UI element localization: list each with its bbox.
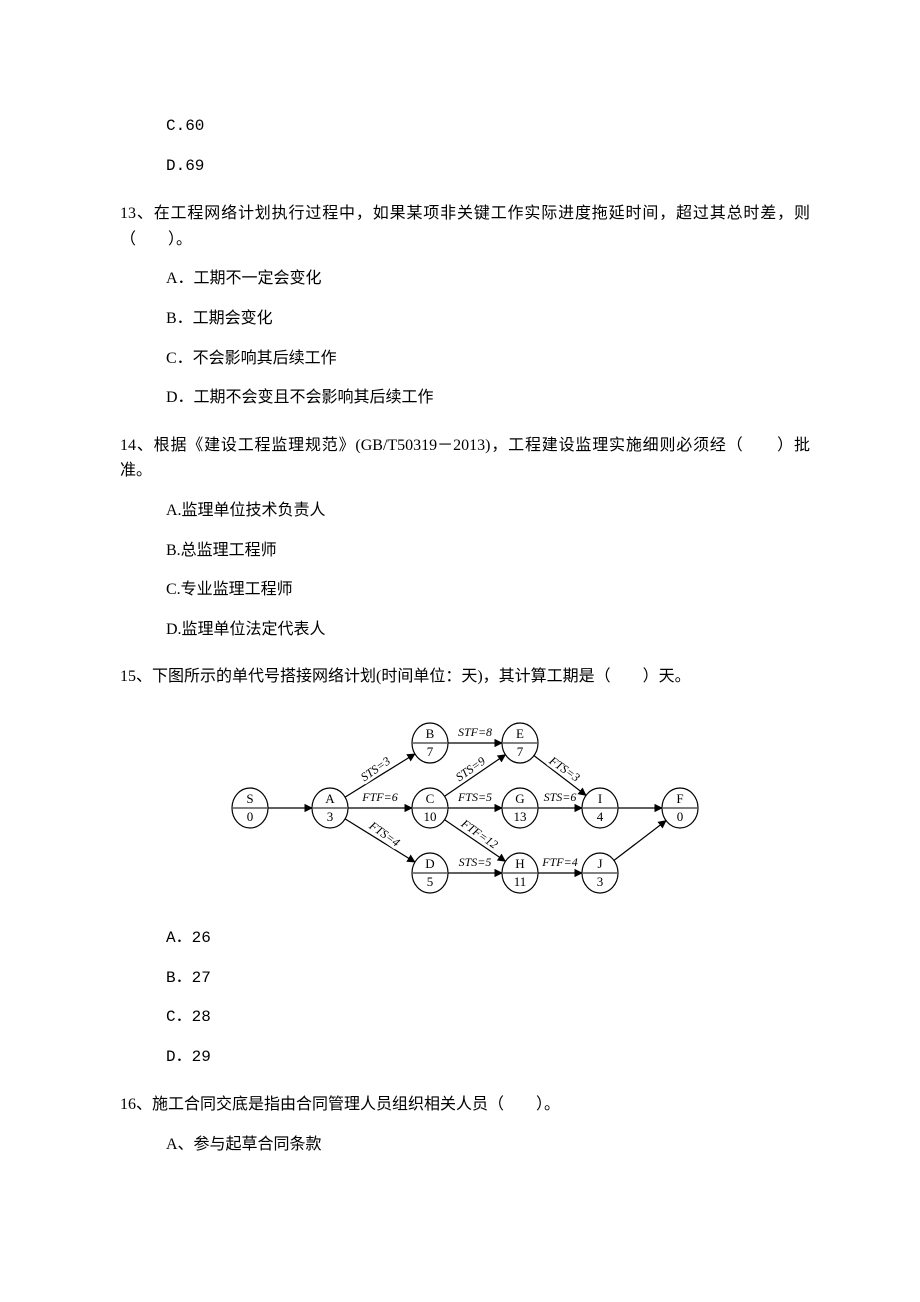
q15-stem: 15、下图所示的单代号搭接网络计划(时间单位：天)，其计算工期是（ ）天。: [120, 664, 810, 690]
q13-option-c: C．不会影响其后续工作: [166, 346, 810, 372]
edge-label-A-C: FTF=6: [361, 790, 397, 804]
svg-text:C: C: [426, 791, 435, 806]
node-A: A3: [312, 788, 348, 828]
svg-text:4: 4: [597, 809, 604, 824]
svg-text:B: B: [426, 726, 435, 741]
node-I: I4: [582, 788, 618, 828]
edge-label-A-B: STS=3: [358, 754, 393, 784]
svg-text:10: 10: [424, 809, 437, 824]
node-C: C 10: [412, 788, 448, 828]
svg-text:3: 3: [327, 809, 334, 824]
edge-label-G-I: STS=6: [544, 790, 577, 804]
q14-option-c: C.专业监理工程师: [166, 577, 810, 603]
node-E: E7: [502, 723, 538, 763]
node-J: J3: [582, 853, 618, 893]
svg-text:0: 0: [677, 809, 684, 824]
svg-text:3: 3: [597, 874, 604, 889]
q14-option-b: B.总监理工程师: [166, 538, 810, 564]
node-F: F0: [662, 788, 698, 828]
svg-text:7: 7: [427, 744, 434, 759]
node-S: S0: [232, 788, 268, 828]
node-D: D5: [412, 853, 448, 893]
q12-option-d: D.69: [166, 154, 810, 180]
node-H: H 11: [502, 853, 538, 893]
svg-text:J: J: [597, 856, 602, 871]
q13-stem: 13、在工程网络计划执行过程中，如果某项非关键工作实际进度拖延时间，超过其总时差…: [120, 201, 810, 252]
edge-label-C-G: FTS=5: [457, 790, 492, 804]
svg-text:0: 0: [247, 809, 254, 824]
q14-stem: 14、根据《建设工程监理规范》(GB/T50319－2013)，工程建设监理实施…: [120, 433, 810, 484]
edge-label-A-D: FTS=4: [366, 818, 403, 850]
q12-option-c: C.60: [166, 114, 810, 140]
q16-option-a: A、参与起草合同条款: [166, 1132, 810, 1158]
svg-text:S: S: [246, 791, 253, 806]
q13-option-d: D．工期不会变且不会影响其后续工作: [166, 385, 810, 411]
svg-text:D: D: [425, 856, 434, 871]
q15-option-d: D．29: [166, 1045, 810, 1071]
svg-text:13: 13: [514, 809, 527, 824]
q13-option-b: B．工期会变化: [166, 306, 810, 332]
svg-text:E: E: [516, 726, 524, 741]
q14-option-a: A.监理单位技术负责人: [166, 498, 810, 524]
node-G: G 13: [502, 788, 538, 828]
svg-text:7: 7: [517, 744, 524, 759]
edge-label-B-E: STF=8: [458, 725, 492, 739]
svg-text:A: A: [325, 791, 335, 806]
edge-label-D-H: STS=5: [459, 855, 492, 869]
q15-option-c: C．28: [166, 1005, 810, 1031]
q13-option-a: A．工期不一定会变化: [166, 266, 810, 292]
q14-option-d: D.监理单位法定代表人: [166, 617, 810, 643]
network-diagram: S0A3B7C10D5E7G13H11I4J3F0 STS=3FTF=6FTS=…: [220, 708, 810, 908]
q15-option-b: B．27: [166, 966, 810, 992]
q16-stem: 16、施工合同交底是指由合同管理人员组织相关人员（ ）。: [120, 1092, 810, 1118]
edge-label-H-J: FTF=4: [541, 855, 577, 869]
edge-J-F: [614, 821, 666, 861]
svg-text:11: 11: [514, 874, 527, 889]
svg-text:F: F: [676, 791, 683, 806]
q15-option-a: A．26: [166, 926, 810, 952]
edge-label-C-E: STS=9: [453, 754, 488, 784]
svg-text:I: I: [598, 791, 602, 806]
svg-text:H: H: [515, 856, 524, 871]
node-B: B7: [412, 723, 448, 763]
svg-text:G: G: [515, 791, 524, 806]
svg-text:5: 5: [427, 874, 434, 889]
